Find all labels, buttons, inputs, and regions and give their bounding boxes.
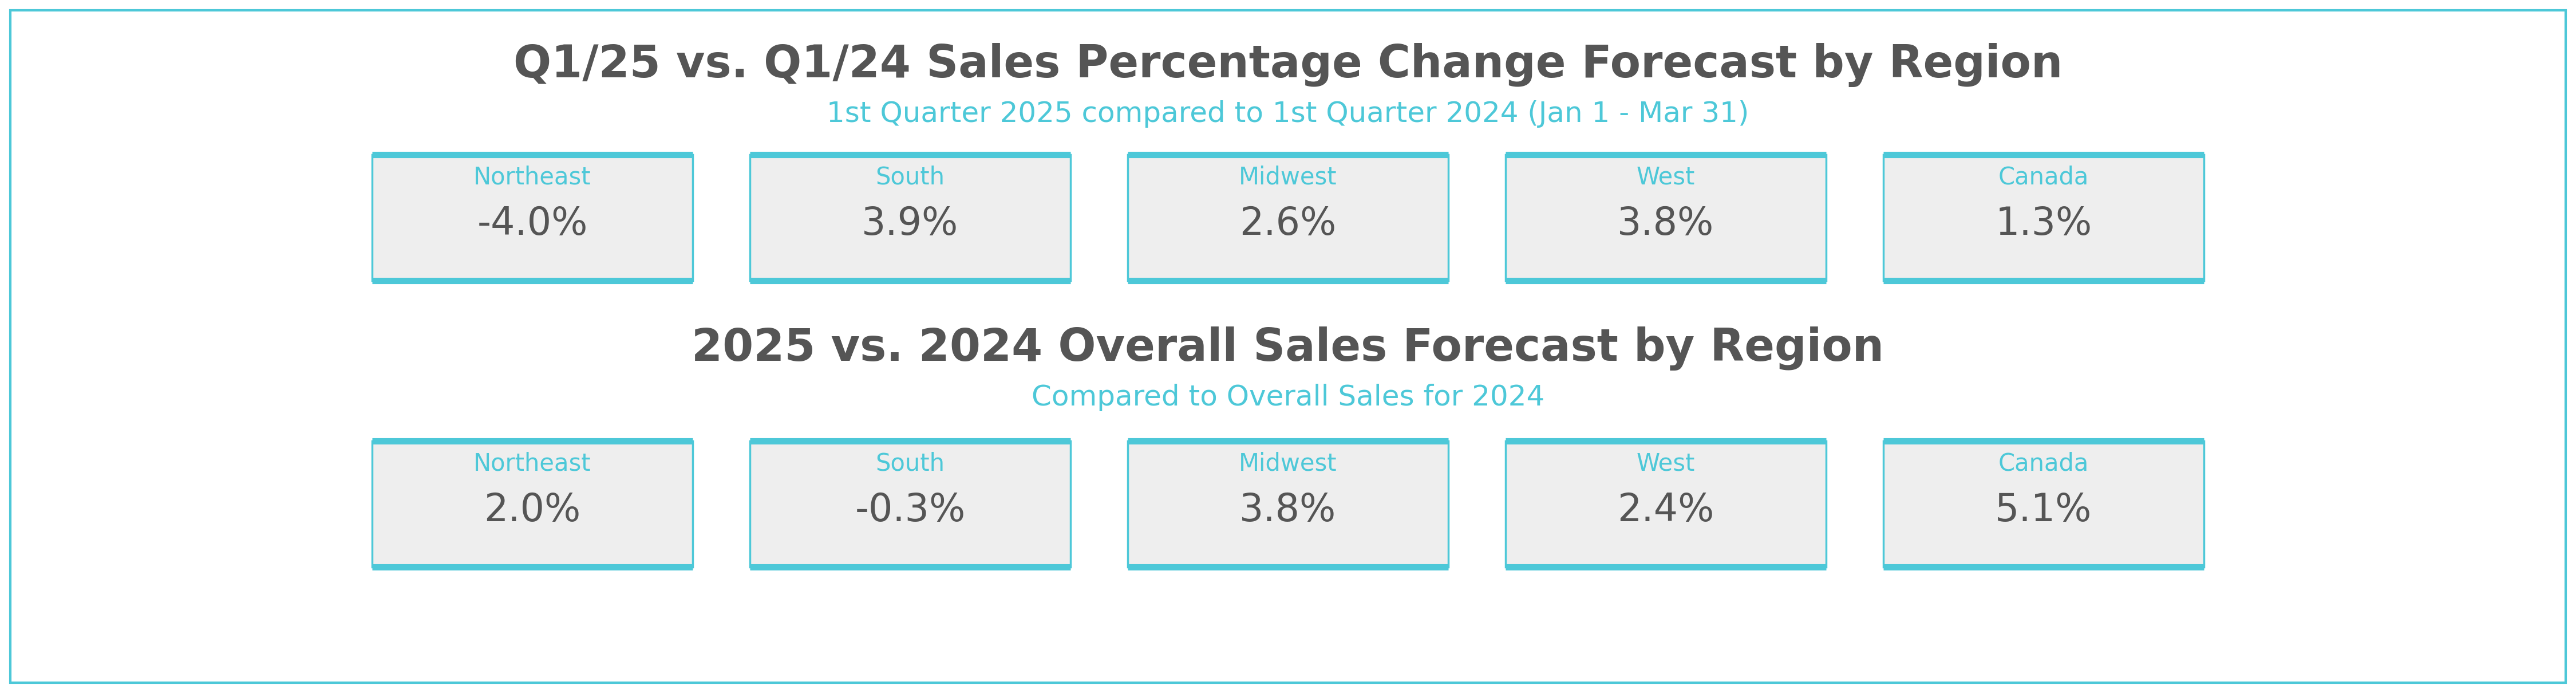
Text: 2.0%: 2.0% [484,491,580,529]
Bar [1883,441,2205,567]
Text: West: West [1636,451,1695,475]
Text: Canada: Canada [1999,165,2089,189]
Text: 2.4%: 2.4% [1618,491,1713,529]
Text: 5.1%: 5.1% [1996,491,2092,529]
Text: Compared to Overall Sales for 2024: Compared to Overall Sales for 2024 [1030,384,1546,411]
Text: South: South [876,451,945,475]
Text: 3.8%: 3.8% [1618,205,1713,243]
Text: 2.6%: 2.6% [1239,205,1337,243]
Text: Northeast: Northeast [474,165,592,189]
Text: -0.3%: -0.3% [855,491,966,529]
Text: 3.8%: 3.8% [1239,491,1337,529]
Text: -4.0%: -4.0% [477,205,587,243]
Text: 2025 vs. 2024 Overall Sales Forecast by Region: 2025 vs. 2024 Overall Sales Forecast by … [693,326,1883,371]
Text: South: South [876,165,945,189]
Text: Midwest: Midwest [1239,165,1337,189]
Text: Midwest: Midwest [1239,451,1337,475]
Bar [1883,155,2205,281]
Bar [1128,441,1448,567]
Bar [1128,155,1448,281]
Text: Canada: Canada [1999,451,2089,475]
Text: 1.3%: 1.3% [1996,205,2092,243]
Bar [1504,155,1826,281]
Bar [371,155,693,281]
Bar [750,441,1072,567]
Text: West: West [1636,165,1695,189]
Bar [1504,441,1826,567]
Text: Q1/25 vs. Q1/24 Sales Percentage Change Forecast by Region: Q1/25 vs. Q1/24 Sales Percentage Change … [513,43,2063,87]
Text: Northeast: Northeast [474,451,592,475]
Text: 3.9%: 3.9% [863,205,958,243]
Bar [371,441,693,567]
Text: 1st Quarter 2025 compared to 1st Quarter 2024 (Jan 1 - Mar 31): 1st Quarter 2025 compared to 1st Quarter… [827,100,1749,128]
Bar [750,155,1072,281]
